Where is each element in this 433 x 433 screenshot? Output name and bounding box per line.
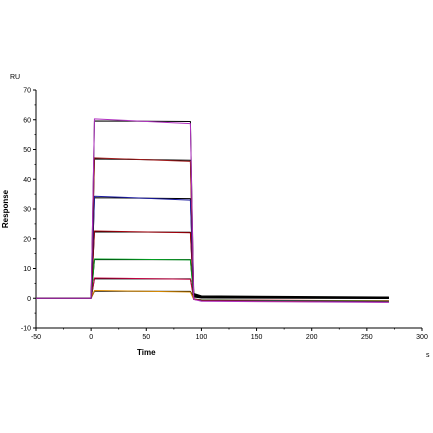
series-line-11 (36, 158, 389, 299)
y-tick-label: 50 (23, 147, 31, 154)
y-axis-title: Response (1, 189, 10, 228)
y-tick-label: -10 (21, 326, 31, 333)
x-tick-label: 300 (416, 334, 428, 341)
x-tick-label: 0 (89, 334, 93, 341)
y-tick-label: 70 (23, 88, 31, 95)
x-tick-label: 250 (361, 334, 373, 341)
series-line-14 (36, 118, 389, 303)
x-axis-title: Time (137, 348, 156, 357)
y-axis-unit: RU (10, 74, 20, 81)
series-line-13 (36, 120, 389, 299)
series-line-8 (36, 230, 389, 303)
series-line-12 (36, 157, 389, 303)
x-tick-label: -50 (31, 334, 41, 341)
y-tick-label: 20 (23, 236, 31, 243)
series-line-6 (36, 258, 389, 302)
series-line-9 (36, 197, 389, 299)
y-tick-label: 30 (23, 207, 31, 214)
x-tick-label: 150 (251, 334, 263, 341)
series-layer (36, 118, 389, 303)
y-tick-label: 40 (23, 177, 31, 184)
x-tick-label: 50 (142, 334, 150, 341)
series-line-3 (36, 278, 389, 299)
y-tick-label: 10 (23, 266, 31, 273)
x-tick-label: 100 (196, 334, 208, 341)
x-tick-label: 200 (306, 334, 318, 341)
y-tick-label: 60 (23, 117, 31, 124)
x-axis-unit: s (426, 352, 430, 359)
axes: -10 0 10 20 30 40 50 60 70 -50 0 50 100 150 200 250 300 (21, 88, 428, 342)
series-line-7 (36, 231, 389, 299)
series-line-10 (36, 195, 389, 303)
y-tick-label: 0 (27, 296, 31, 303)
series-line-5 (36, 259, 389, 299)
